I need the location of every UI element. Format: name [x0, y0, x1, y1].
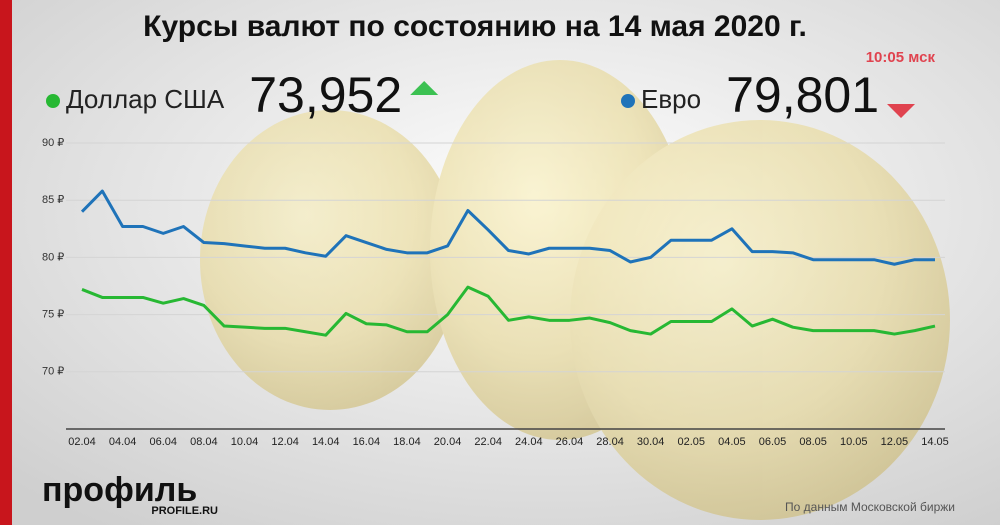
x-tick-label: 08.04: [190, 436, 218, 448]
legend-label: Евро: [641, 84, 701, 114]
series-line: [80, 189, 935, 266]
y-tick-label: 85 ₽: [42, 194, 64, 206]
x-tick-label: 18.04: [393, 436, 421, 448]
red-strip: [0, 0, 12, 525]
trend-arrow: [887, 104, 916, 118]
y-tick-label: 80 ₽: [42, 251, 64, 263]
x-tick-label: 12.05: [881, 436, 909, 448]
legend-marker: [46, 94, 60, 108]
x-tick-label: 06.05: [759, 436, 787, 448]
x-tick-label: 10.04: [231, 436, 259, 448]
x-tick-label: 16.04: [353, 436, 381, 448]
x-tick-label: 04.05: [718, 436, 746, 448]
x-tick-label: 22.04: [474, 436, 502, 448]
x-tick-label: 06.04: [149, 436, 177, 448]
trend-arrow: [410, 81, 439, 95]
x-tick-label: 20.04: [434, 436, 462, 448]
chart-title: Курсы валют по состоянию на 14 мая 2020 …: [143, 10, 807, 43]
x-tick-label: 02.05: [678, 436, 706, 448]
x-tick-label: 30.04: [637, 436, 665, 448]
y-tick-label: 70 ₽: [42, 366, 64, 378]
coins-decor: [200, 60, 950, 520]
x-tick-label: 08.05: [799, 436, 827, 448]
x-tick-label: 14.05: [921, 436, 949, 448]
source: По данным Московской биржи: [785, 500, 955, 514]
y-tick-label: 90 ₽: [42, 137, 64, 149]
legend-label: Доллар США: [66, 84, 225, 114]
x-tick-label: 12.04: [271, 436, 299, 448]
logo-site: PROFILE.RU: [151, 505, 218, 517]
x-tick-label: 02.04: [68, 436, 96, 448]
current-rate: 73,952: [249, 67, 402, 123]
x-tick-label: 04.04: [109, 436, 137, 448]
x-tick-label: 28.04: [596, 436, 624, 448]
x-tick-label: 24.04: [515, 436, 543, 448]
y-tick-label: 75 ₽: [42, 309, 64, 321]
legend-marker: [621, 94, 635, 108]
x-tick-label: 14.04: [312, 436, 340, 448]
subtitle: 10:05 мск: [866, 49, 936, 66]
current-rate: 79,801: [726, 67, 879, 123]
logo: профиль: [42, 471, 197, 509]
series-line: [81, 285, 936, 337]
x-tick-label: 10.05: [840, 436, 868, 448]
x-tick-label: 26.04: [556, 436, 584, 448]
